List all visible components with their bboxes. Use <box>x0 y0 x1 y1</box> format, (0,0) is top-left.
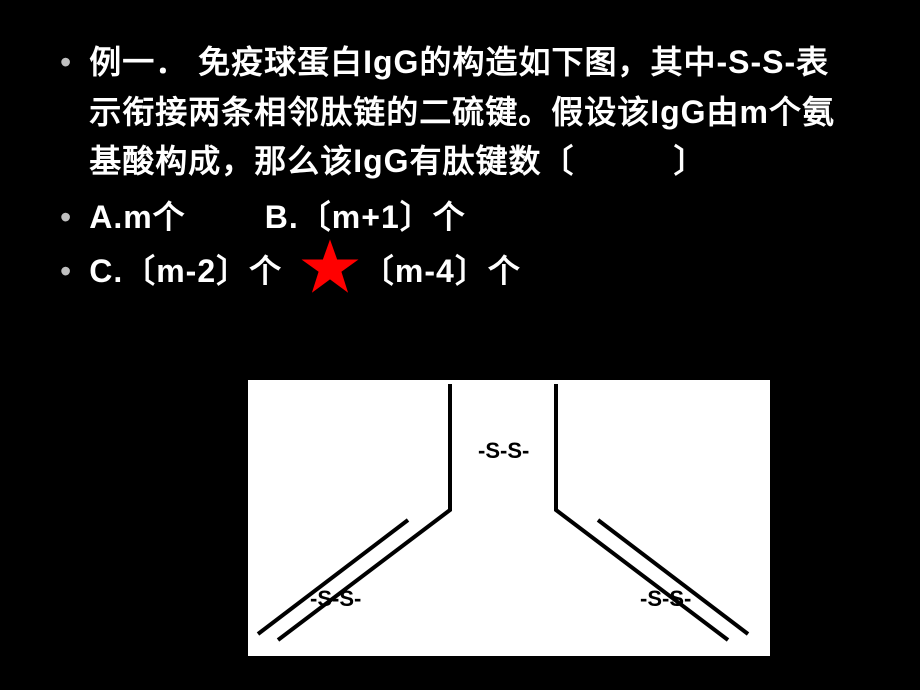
ss-label: -S-S- <box>478 438 529 463</box>
options-row-1: • A.m个 B.〔m+1〕个 <box>60 193 860 241</box>
question-text: 例一． 免疫球蛋白IgG的构造如下图，其中-S-S-表示衔接两条相邻肽链的二硫键… <box>89 38 860 187</box>
slide-content: • 例一． 免疫球蛋白IgG的构造如下图，其中-S-S-表示衔接两条相邻肽链的二… <box>0 0 920 295</box>
question-body: 免疫球蛋白IgG的构造如下图，其中-S-S-表示衔接两条相邻肽链的二硫键。假设该… <box>89 44 835 179</box>
options-line-2: C.〔m-2〕个 〔m-4〕个 <box>89 247 521 295</box>
question-prefix: 例一． <box>89 44 188 80</box>
option-d: 〔m-4〕个 <box>362 253 521 289</box>
igg-svg: -S-S- -S-S- -S-S- <box>248 380 770 656</box>
ss-label: -S-S- <box>310 586 361 611</box>
option-a: A.m个 <box>89 199 185 235</box>
ss-label: -S-S- <box>640 586 691 611</box>
bullet-icon: • <box>60 193 71 241</box>
bullet-icon: • <box>60 247 71 295</box>
bullet-icon: • <box>60 38 71 86</box>
answer-star-icon <box>302 252 362 294</box>
chain-path <box>258 520 408 634</box>
chain-path <box>598 520 748 634</box>
options-row-2: • C.〔m-2〕个 〔m-4〕个 <box>60 247 860 295</box>
igg-diagram: -S-S- -S-S- -S-S- <box>248 380 770 656</box>
option-c: C.〔m-2〕个 <box>89 253 282 289</box>
options-line-1: A.m个 B.〔m+1〕个 <box>89 193 466 241</box>
question-block: • 例一． 免疫球蛋白IgG的构造如下图，其中-S-S-表示衔接两条相邻肽链的二… <box>60 38 860 187</box>
option-b: B.〔m+1〕个 <box>265 199 466 235</box>
